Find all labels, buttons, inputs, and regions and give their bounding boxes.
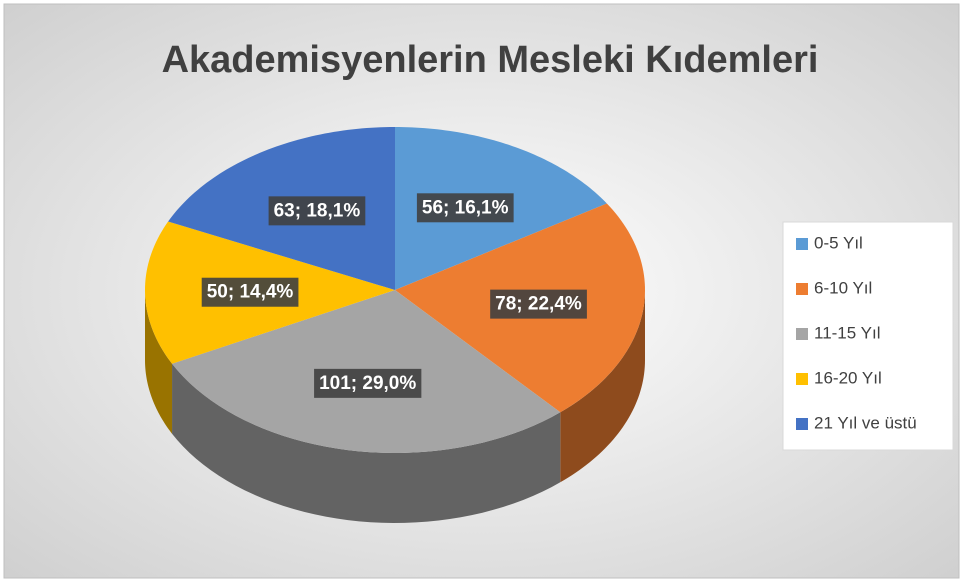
- data-label: 78; 22,4%: [495, 294, 582, 315]
- data-label: 56; 16,1%: [422, 197, 509, 218]
- legend-swatch: [796, 283, 808, 295]
- slice-side: [145, 290, 173, 434]
- legend-swatch: [796, 418, 808, 430]
- chart-title: Akademisyenlerin Mesleki Kıdemleri: [162, 39, 819, 81]
- slice-side: [172, 363, 561, 523]
- data-label-box: [201, 277, 299, 307]
- legend-label: 6-10 Yıl: [814, 278, 872, 297]
- legend-swatch: [796, 373, 808, 385]
- legend-label: 16-20 Yıl: [814, 368, 882, 387]
- data-label-box: [490, 289, 587, 319]
- legend-swatch: [796, 238, 808, 250]
- data-label-box: [314, 368, 422, 398]
- data-label: 50; 14,4%: [207, 282, 294, 303]
- pie: [145, 127, 645, 523]
- data-label-box: [416, 193, 514, 223]
- legend-label: 11-15 Yıl: [814, 323, 880, 342]
- legend-label: 0-5 Yıl: [814, 233, 863, 252]
- data-label: 63; 18,1%: [274, 200, 361, 221]
- legend: [782, 221, 954, 451]
- data-label: 101; 29,0%: [319, 373, 416, 394]
- slice-side: [560, 290, 645, 483]
- data-label-box: [268, 196, 366, 226]
- legend-label: 21 Yıl ve üstü: [814, 413, 917, 432]
- legend-swatch: [796, 328, 808, 340]
